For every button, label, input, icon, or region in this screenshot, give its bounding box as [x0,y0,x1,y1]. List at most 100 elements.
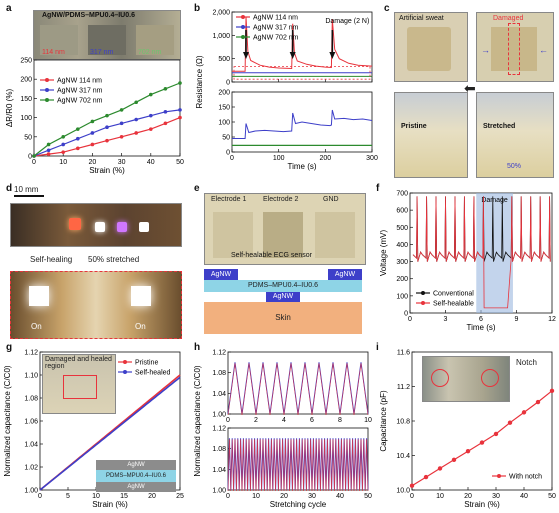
i-xtick-label: 40 [520,493,528,500]
sensor-label: Self-healable ECG sensor [231,252,312,259]
h-top-ytick-label: 1.04 [212,391,226,398]
f-legend-marker [421,301,425,305]
f-ytick-label: 400 [396,242,408,249]
a-point [119,108,124,112]
led-on-right [131,286,151,306]
b-bot-xtick-label: 0 [230,155,234,162]
g-xlabel: Strain (%) [92,500,128,509]
arrow-left-icon: → [481,45,490,55]
damage-box [508,23,520,75]
led-4 [139,222,149,232]
photo-stretched: Stretched 50% [476,92,554,178]
h-bot-xtick-label: 30 [308,493,316,500]
inset-title: Damaged and healed region [45,356,112,370]
a-ytick-label: 0 [28,154,32,161]
panel-label-e: e [194,183,200,194]
b-top-plot-frame [231,11,373,83]
a-point [105,125,109,129]
h-bot-xtick-label: 20 [280,493,288,500]
layer-agnw-bottom-label: AgNW [272,293,294,300]
h-top-xtick-label: 10 [364,417,372,424]
g-ytick-label: 1.02 [24,465,38,472]
h-series-top-overlay [227,363,369,416]
h-bot-xtick-label: 50 [364,493,372,500]
photo-label-317: 317 nm [90,49,114,56]
h-top-xtick-label: 6 [310,417,314,424]
panel-label-h: h [194,342,201,353]
notch-circle-right [481,369,499,387]
i-ytick-label: 11.2 [397,384,410,391]
a-ytick-label: 200 [20,77,32,84]
g-xtick-label: 0 [38,493,42,500]
a-series-line-2 [33,82,181,157]
a-ylabel: ΔR/R0 (%) [5,89,14,128]
sample-film [407,27,451,71]
b-legend-marker [241,25,245,29]
a-point [178,115,182,120]
h-bot-xtick-label: 10 [252,493,260,500]
scale-bar [14,195,44,197]
b-legend-label: AgNW 317 nm [253,25,299,32]
panel-label-f: f [376,183,380,194]
i-xlabel: Strain (%) [464,500,500,509]
a-point [178,108,182,112]
h-top-xtick-label: 2 [254,417,258,424]
g-xtick-label: 25 [176,493,184,500]
h-xlabel: Stretching cycle [270,500,327,509]
layer-agnw-left: AgNW [204,269,238,280]
f-ytick-label: 200 [396,276,408,283]
f-ytick-label: 0 [404,311,408,318]
f-damage-shade [476,193,513,313]
photo-pristine: Pristine [394,92,468,178]
panel-label-b: b [194,3,201,14]
f-ylabel: Voltage (mV) [379,230,388,277]
g-ytick-label: 1.04 [24,442,38,449]
f-ytick-label: 500 [396,225,408,232]
i-xtick-label: 0 [410,493,414,500]
a-xtick-label: 30 [118,159,126,166]
photo-label-702: 702 nm [138,49,162,56]
g-legend-marker [123,370,127,374]
a-xtick-label: 10 [59,159,67,166]
panel-d: 10 mm Self-healing 50% stretched On On [0,183,190,341]
caption-stretched: 50% stretched [88,255,140,264]
i-point [535,399,541,405]
i-point [507,420,513,425]
led-strip-photo [10,203,182,247]
layer-pdms-label: PDMS–MPU0.4–IU0.6 [247,282,319,289]
f-ytick-label: 600 [396,208,408,215]
a-legend-label: AgNW 114 nm [57,78,102,85]
chart-g: 0 5 10 15 20 25 1.00 1.02 1.04 1.06 1.08 1.10 1.12 Pr… [3,350,184,510]
a-point [46,148,51,153]
g-layer-mid-label: PDMS–MPU0.4–IU0.6 [105,473,167,479]
photo-artificial-sweat: Artificial sweat [394,12,468,82]
b-legend-label: AgNW 114 nm [253,15,298,22]
sample-swatch-3 [136,25,174,55]
panel-e: Electrode 1 Electrode 2 GND Self-healabl… [190,183,376,341]
panel-label-d: d [6,183,13,194]
photo-damaged: Damaged → ← [476,12,554,82]
g-ytick-label: 1.08 [24,396,38,403]
i-legend-label: With notch [509,474,542,481]
a-legend-marker [45,78,49,82]
i-legend-marker [497,474,501,478]
i-xtick-label: 50 [548,493,556,500]
b-damage-arrowhead [243,52,249,59]
f-legend-marker [421,291,425,295]
a-series-line-0 [33,117,181,157]
i-point [521,410,527,415]
chart-b: 0 500 1,000 2,000 0 100 200 300 0 50 100 150 200 Dama… [195,10,378,172]
b-legend-label: AgNW 702 nm [253,35,299,42]
g-ytick-label: 1.12 [24,350,38,357]
panel-label-g: g [6,342,13,353]
layer-skin: Skin [204,302,362,334]
a-point [134,131,138,135]
b-bot-ytick-label: 200 [218,90,230,97]
f-xtick-label: 3 [444,316,448,323]
h-top-xtick-label: 0 [226,417,230,424]
b-bot-ytick-label: 100 [218,120,230,127]
a-point [61,150,65,154]
a-point [61,142,65,147]
f-xtick-label: 0 [408,316,412,323]
g-layer-mid: PDMS–MPU0.4–IU0.6 [96,470,176,482]
